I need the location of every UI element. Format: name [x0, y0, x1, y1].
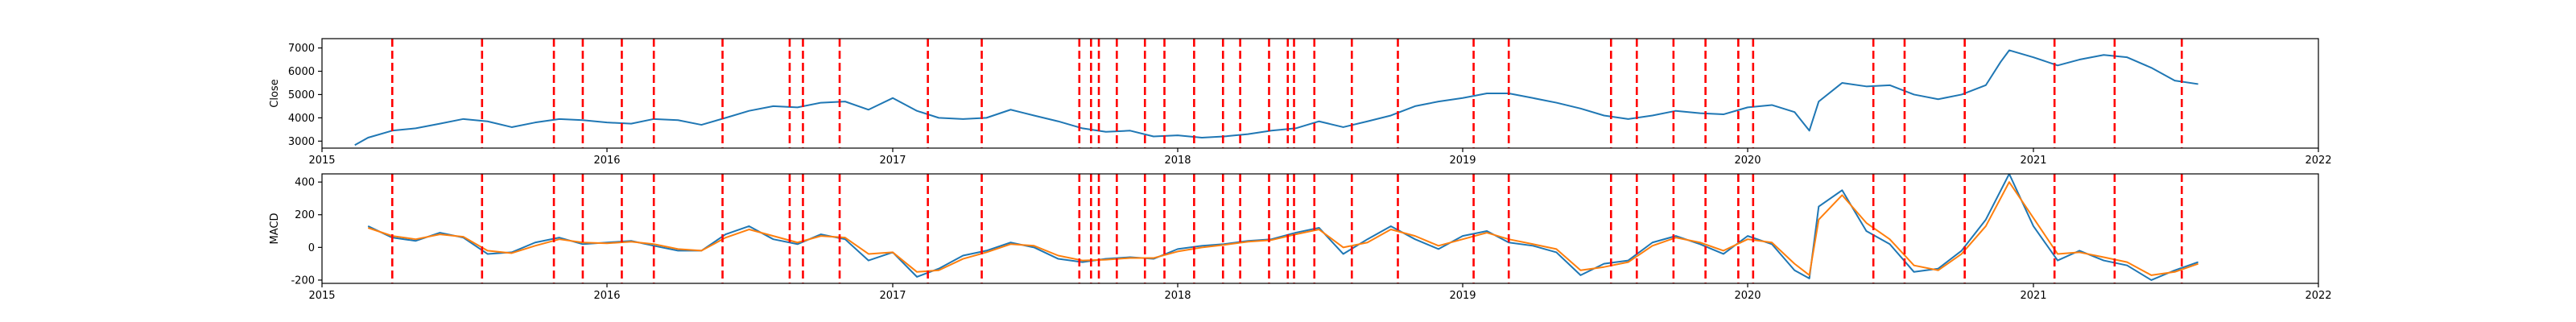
macd-y-axis-label: MACD [269, 213, 281, 245]
close-y-tick-label-3: 6000 [288, 66, 315, 78]
close-y-tick-label-1: 4000 [288, 113, 315, 125]
close-y-tick-label-0: 3000 [288, 136, 315, 148]
close-price-panel: 2015 2016 2017 2018 2019 2020 2021 2022 3000 4000… [269, 38, 2332, 167]
macd-x-tick-label-0: 2015 [308, 290, 335, 302]
close-x-tick-label-6: 2021 [2020, 155, 2046, 167]
macd-y-tick-label-1: 0 [308, 242, 315, 254]
close-series-line-0 [354, 49, 2198, 147]
close-x-tick-label-1: 2016 [593, 155, 620, 167]
close-x-tick-label-5: 2020 [1734, 155, 1761, 167]
close-y-tick-label-4: 7000 [288, 43, 315, 55]
macd-y-tick-label-0: -200 [291, 275, 315, 287]
macd-series-line-0 [367, 174, 2198, 281]
macd-x-tick-label-2: 2017 [879, 290, 906, 302]
macd-x-tick-label-1: 2016 [593, 290, 620, 302]
close-x-tick-label-3: 2018 [1164, 155, 1191, 167]
macd-x-tick-label-7: 2022 [2305, 290, 2331, 302]
macd-series-line-1 [367, 181, 2198, 276]
macd-y-tick-label-3: 400 [295, 177, 315, 189]
macd-panel: 2015 2016 2017 2018 2019 2020 2021 2022 -200 0 200… [269, 173, 2332, 302]
macd-x-tick-label-4: 2019 [1449, 290, 1476, 302]
macd-x-tick-label-3: 2018 [1164, 290, 1191, 302]
close-axes-frame [321, 38, 2319, 149]
close-y-tick-label-2: 5000 [288, 89, 315, 101]
macd-x-tick-label-6: 2021 [2020, 290, 2046, 302]
close-x-tick-label-2: 2017 [879, 155, 906, 167]
macd-y-tick-label-2: 200 [295, 209, 315, 221]
macd-axes-frame [321, 173, 2319, 284]
close-y-axis-label: Close [269, 79, 281, 107]
close-x-tick-label-4: 2019 [1449, 155, 1476, 167]
macd-x-tick-label-5: 2020 [1734, 290, 1761, 302]
close-x-tick-label-0: 2015 [308, 155, 335, 167]
close-x-tick-label-7: 2022 [2305, 155, 2331, 167]
